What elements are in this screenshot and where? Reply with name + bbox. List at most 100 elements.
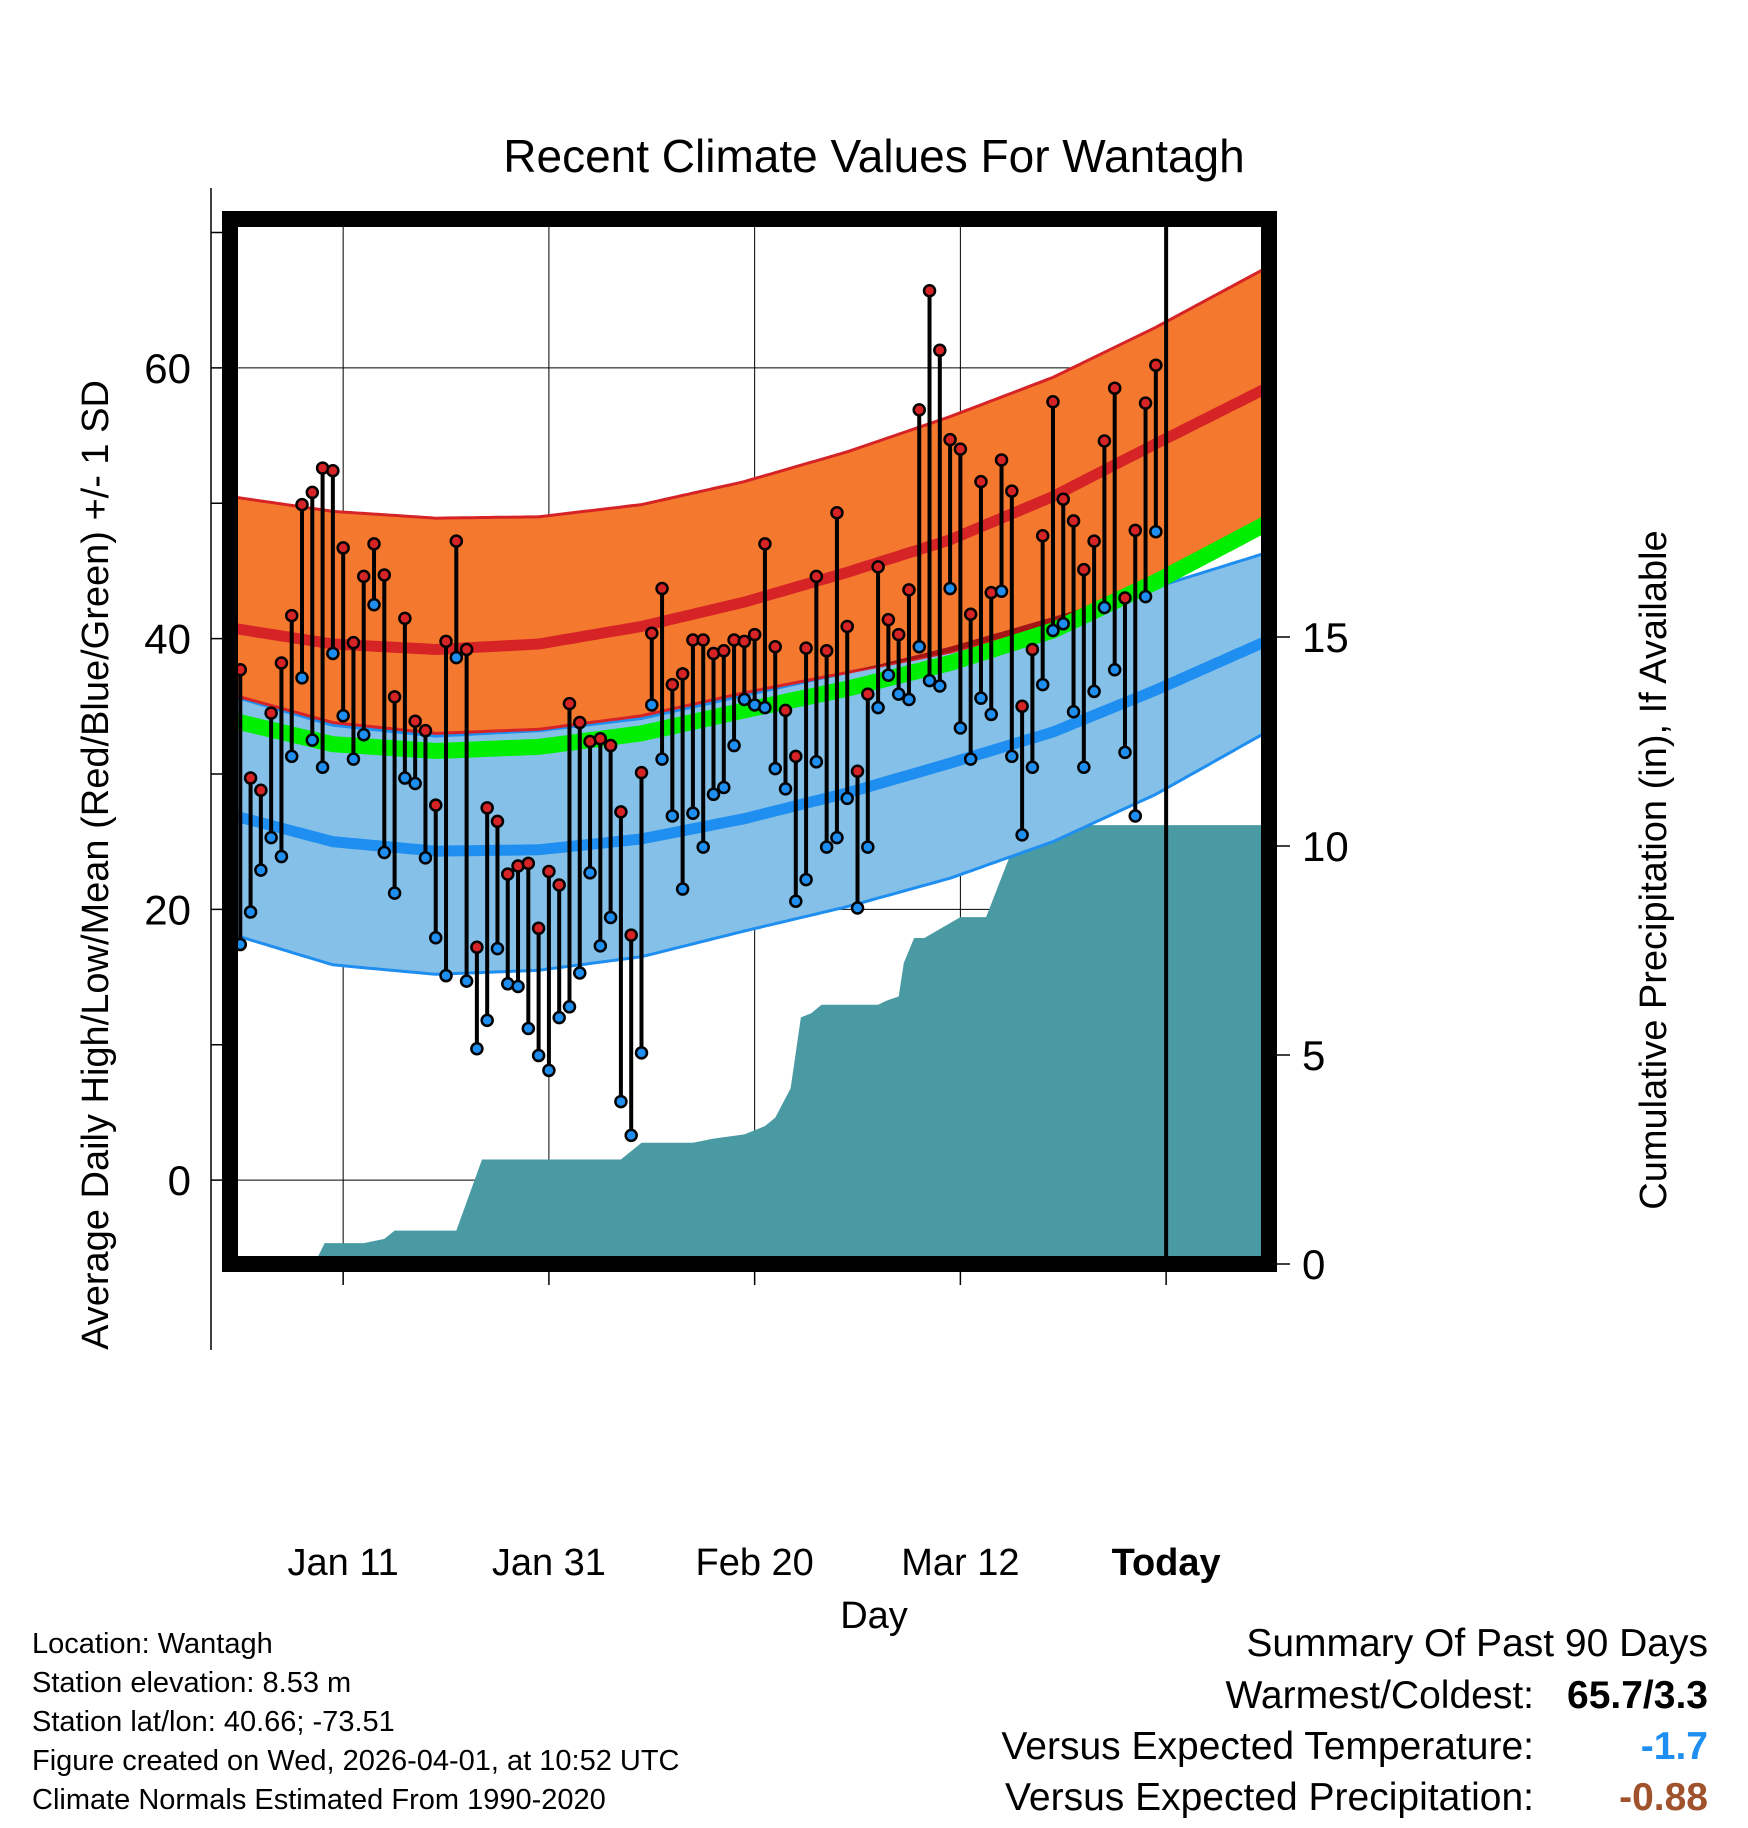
observed-low-point	[470, 1042, 484, 1056]
location-text: Location: Wantagh	[32, 1628, 273, 1660]
observed-low-point	[1025, 760, 1040, 774]
observed-low-point	[336, 709, 350, 723]
right-tick-label: 10	[1302, 823, 1349, 870]
observed-high-point	[1025, 642, 1040, 657]
observed-high-point	[634, 765, 649, 780]
observed-high-point	[1118, 591, 1132, 605]
observed-low-point	[1077, 760, 1091, 774]
observed-low-point	[305, 733, 320, 747]
observed-high-point	[840, 619, 854, 634]
observed-low-point	[778, 782, 793, 796]
observed-high-point	[326, 464, 340, 478]
right-tick-label: 0	[1302, 1241, 1325, 1288]
observed-high-point	[1138, 396, 1153, 410]
chart-title: Recent Climate Values For Wantagh	[503, 130, 1244, 182]
high-sd-band-upper-edge	[230, 265, 1269, 520]
observed-high-point	[933, 343, 947, 358]
observed-low-point	[1035, 677, 1050, 692]
observed-high-point	[254, 783, 268, 797]
warmest-coldest-label: Warmest/Coldest:	[1225, 1674, 1534, 1717]
observed-low-point	[1005, 749, 1019, 764]
observed-high-point	[922, 283, 937, 298]
observed-high-point	[881, 612, 896, 627]
observed-series	[233, 283, 1163, 1143]
observed-high-point	[501, 867, 515, 881]
observed-low-point	[1097, 600, 1112, 615]
observed-low-point	[521, 1021, 536, 1036]
observed-low-point	[645, 698, 659, 712]
observed-high-point	[758, 537, 772, 551]
observed-low-point	[809, 755, 824, 769]
observed-low-point	[398, 771, 412, 785]
observed-high-point	[573, 715, 587, 730]
observed-low-point	[1118, 745, 1132, 760]
observed-high-point	[521, 856, 536, 871]
observed-low-point	[963, 752, 978, 766]
observed-high-point	[562, 696, 577, 711]
observed-high-point	[1046, 394, 1060, 409]
y-axis-label-left: Average Daily High/Low/Mean (Red/Blue/Gr…	[75, 380, 117, 1350]
left-tick-label: 20	[144, 886, 191, 933]
observed-low-point	[1087, 684, 1101, 699]
summary-precipitation: Versus Expected Precipitation: -0.88	[1005, 1778, 1708, 1817]
right-axis: 0 5 10 15	[1269, 614, 1349, 1288]
observed-low-point	[850, 901, 865, 915]
observed-high-point	[387, 690, 402, 704]
observed-high-point	[789, 749, 803, 764]
observed-low-point	[891, 687, 906, 701]
observed-high-point	[1015, 699, 1029, 714]
observed-low-point	[717, 780, 731, 795]
observed-low-point	[655, 752, 669, 766]
observed-low-point	[758, 700, 772, 715]
precipitation-area	[230, 825, 1269, 1264]
observed-high-point	[850, 764, 865, 779]
latlon-text: Station lat/lon: 40.66; -73.51	[32, 1706, 395, 1738]
summary-title: Summary Of Past 90 Days	[1246, 1622, 1708, 1665]
observed-low-point	[1128, 809, 1143, 823]
observed-low-point	[295, 671, 309, 685]
observed-low-point	[881, 668, 896, 682]
observed-high-point	[336, 541, 350, 555]
observed-low-point	[449, 650, 464, 665]
observed-high-point	[428, 798, 443, 812]
left-tick-label: 40	[144, 616, 191, 663]
observed-high-point	[1087, 534, 1101, 548]
observed-high-point	[974, 474, 988, 489]
observed-low-point	[727, 738, 741, 753]
temp-departure-value: -1.7	[1640, 1725, 1708, 1768]
observed-low-point	[511, 979, 525, 994]
low-sd-band	[230, 552, 1269, 975]
observed-low-point	[933, 679, 947, 693]
observed-high-point	[675, 667, 690, 681]
observed-high-point	[953, 442, 968, 456]
observed-low-point	[490, 941, 505, 956]
observed-high-point	[593, 732, 608, 746]
observed-high-point	[891, 627, 906, 642]
observed-low-point	[912, 639, 926, 654]
low-sd-band-lower-edge	[230, 729, 1269, 976]
observed-high-point	[1005, 484, 1019, 498]
observed-high-point	[830, 505, 844, 520]
observed-low-point	[346, 752, 361, 766]
observed-low-point	[552, 1010, 566, 1025]
plot-frame	[222, 211, 1277, 1272]
observed-high-point	[871, 560, 885, 574]
observed-low-point	[943, 581, 957, 596]
high-sd-band	[230, 266, 1269, 734]
bottom-tick-label: Feb 20	[695, 1542, 813, 1584]
observed-high-point	[1149, 358, 1163, 372]
observed-low-point	[593, 939, 608, 953]
observed-low-point	[531, 1048, 546, 1063]
observed-low-point	[603, 910, 618, 925]
observed-low-point	[994, 584, 1009, 598]
observed-high-point	[418, 723, 433, 738]
observed-low-point	[634, 1046, 649, 1060]
left-axis: 0 20 40 60	[144, 188, 230, 1350]
observed-high-point	[963, 607, 978, 622]
y-axis-label-right: Cumulative Precipitation (in), If Availa…	[1633, 530, 1675, 1209]
observed-low-point	[408, 776, 422, 791]
observed-low-point	[1015, 828, 1029, 842]
observed-high-point	[480, 801, 494, 815]
observed-high-point	[377, 568, 392, 582]
